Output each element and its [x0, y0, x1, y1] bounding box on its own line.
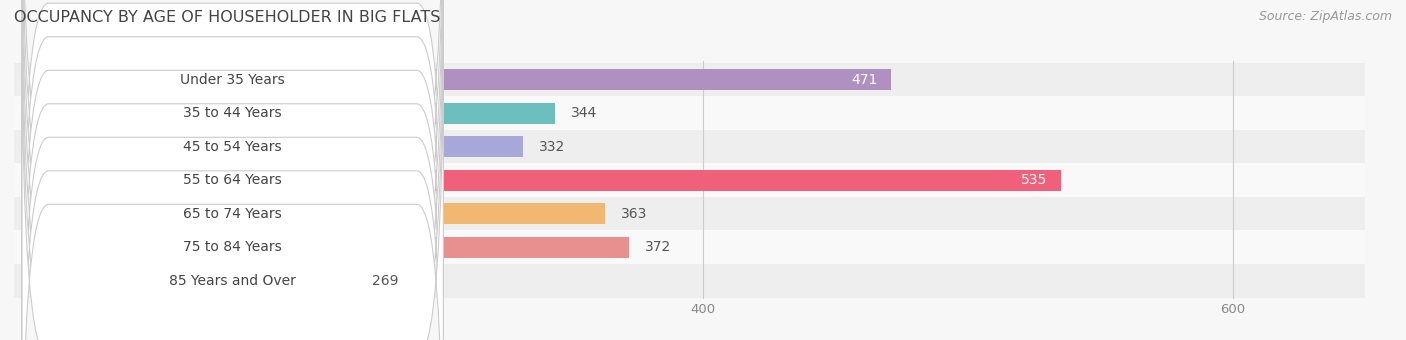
Text: Under 35 Years: Under 35 Years [180, 73, 285, 87]
Text: 363: 363 [621, 207, 647, 221]
Text: 65 to 74 Years: 65 to 74 Years [183, 207, 283, 221]
Text: 35 to 44 Years: 35 to 44 Years [183, 106, 283, 120]
Text: Source: ZipAtlas.com: Source: ZipAtlas.com [1258, 10, 1392, 23]
Bar [41, 270, 356, 291]
Bar [41, 170, 1060, 191]
FancyBboxPatch shape [22, 0, 443, 338]
Bar [41, 237, 628, 258]
Text: 55 to 64 Years: 55 to 64 Years [183, 173, 283, 187]
Bar [41, 69, 891, 90]
Bar [0, 63, 1365, 97]
FancyBboxPatch shape [22, 22, 443, 340]
FancyBboxPatch shape [22, 0, 443, 340]
FancyBboxPatch shape [22, 0, 443, 340]
Text: 85 Years and Over: 85 Years and Over [169, 274, 297, 288]
Text: 269: 269 [371, 274, 398, 288]
Bar [41, 136, 523, 157]
Text: 471: 471 [852, 73, 877, 87]
Text: 75 to 84 Years: 75 to 84 Years [183, 240, 283, 254]
Bar [0, 231, 1365, 264]
Bar [41, 103, 554, 123]
Text: 535: 535 [1021, 173, 1047, 187]
Text: 344: 344 [571, 106, 596, 120]
FancyBboxPatch shape [22, 0, 443, 340]
Text: 45 to 54 Years: 45 to 54 Years [183, 140, 283, 154]
Bar [0, 97, 1365, 130]
Bar [0, 130, 1365, 164]
Bar [0, 197, 1365, 231]
FancyBboxPatch shape [22, 0, 443, 340]
Text: 372: 372 [645, 240, 671, 254]
Text: 332: 332 [538, 140, 565, 154]
Bar [0, 264, 1365, 298]
FancyBboxPatch shape [22, 0, 443, 340]
Bar [0, 164, 1365, 197]
Text: OCCUPANCY BY AGE OF HOUSEHOLDER IN BIG FLATS: OCCUPANCY BY AGE OF HOUSEHOLDER IN BIG F… [14, 10, 440, 25]
Bar [41, 203, 605, 224]
